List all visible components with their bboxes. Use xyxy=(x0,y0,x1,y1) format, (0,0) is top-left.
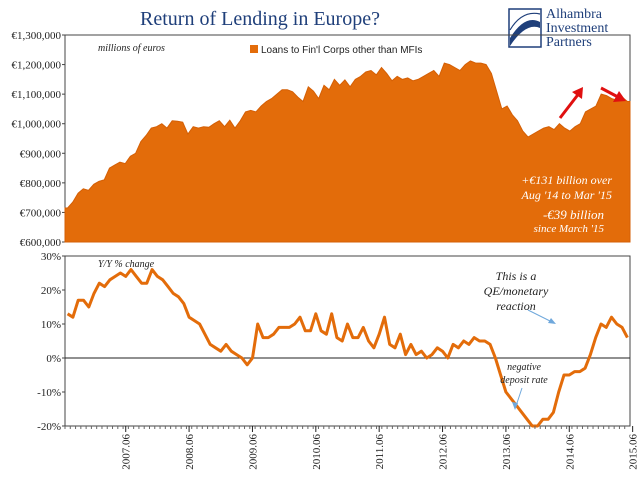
x-tick-label: 2007.06 xyxy=(121,434,133,470)
top-y-tick-label: €800,000 xyxy=(20,178,62,190)
annotation-deposit-line-1: negative xyxy=(507,362,541,373)
company-logo: Alhambra Investment Partners xyxy=(508,6,638,52)
bottom-y-tick-label: 10% xyxy=(41,319,61,331)
unit-label: millions of euros xyxy=(98,43,165,54)
annotation-gain-line-2: Aug '14 to Mar '15 xyxy=(521,188,612,202)
legend-swatch xyxy=(250,45,258,53)
top-y-tick-label: €900,000 xyxy=(20,148,62,160)
yoy-label: Y/Y % change xyxy=(98,259,155,270)
top-y-tick-label: €1,300,000 xyxy=(12,30,62,42)
x-tick-label: 2008.06 xyxy=(184,434,196,470)
x-tick-label: 2014.06 xyxy=(564,434,576,470)
annotation-deposit-line-2: deposit rate xyxy=(500,375,548,386)
bottom-y-tick-label: 20% xyxy=(41,285,61,297)
logo-line-2: Investment xyxy=(546,21,609,36)
bottom-panel-frame xyxy=(64,255,631,427)
annotation-gain-line-1: +€131 billion over xyxy=(521,173,612,187)
annotation-loss-line-2: since March '15 xyxy=(534,223,605,235)
bottom-y-tick-label: -20% xyxy=(37,421,61,433)
deposit-arrow xyxy=(512,387,523,410)
chart-title: Return of Lending in Europe? xyxy=(140,8,380,30)
top-y-tick-label: €600,000 xyxy=(20,237,62,249)
annotation-qe-line-2: QE/monetary xyxy=(484,284,549,298)
bottom-y-tick-label: 30% xyxy=(41,251,61,263)
top-y-tick-label: €1,100,000 xyxy=(12,89,62,101)
annotation-loss-line-1: -€39 billion xyxy=(543,207,604,222)
bottom-y-axis: -20% -10% 0% 10% 20% 30% xyxy=(37,251,65,433)
bottom-y-tick-label: 0% xyxy=(46,353,61,365)
loans-area-series xyxy=(64,60,631,243)
red-arrow-down xyxy=(600,86,626,102)
annotation-qe-line-3: reaction xyxy=(496,299,536,313)
red-arrow-up xyxy=(558,87,583,119)
top-y-tick-label: €700,000 xyxy=(20,207,62,219)
x-tick-label: 2011.06 xyxy=(374,434,386,470)
yoy-change-series xyxy=(66,268,629,428)
top-y-tick-label: €1,200,000 xyxy=(12,60,62,72)
legend-label: Loans to Fin'l Corps other than MFIs xyxy=(261,45,422,56)
x-tick-label: 2009.06 xyxy=(247,434,259,470)
x-tick-label: 2015.06 xyxy=(628,434,640,470)
bottom-y-tick-label: -10% xyxy=(37,387,61,399)
top-y-tick-label: €1,000,000 xyxy=(12,119,62,131)
logo-line-1: Alhambra xyxy=(546,7,602,22)
x-tick-label: 2012.06 xyxy=(438,434,450,470)
top-y-axis: €600,000 €700,000 €800,000 €900,000 €1,000,0… xyxy=(12,30,65,249)
x-axis: 2007.06 2008.06 2009.06 2010.06 2011.06 2012.… xyxy=(64,426,640,470)
qe-arrow xyxy=(527,309,556,324)
x-tick-label: 2010.06 xyxy=(311,434,323,470)
x-tick-label: 2013.06 xyxy=(501,434,513,470)
logo-line-3: Partners xyxy=(546,35,592,50)
globe-arc-logo-icon xyxy=(508,8,542,48)
annotation-qe-line-1: This is a xyxy=(496,269,537,283)
